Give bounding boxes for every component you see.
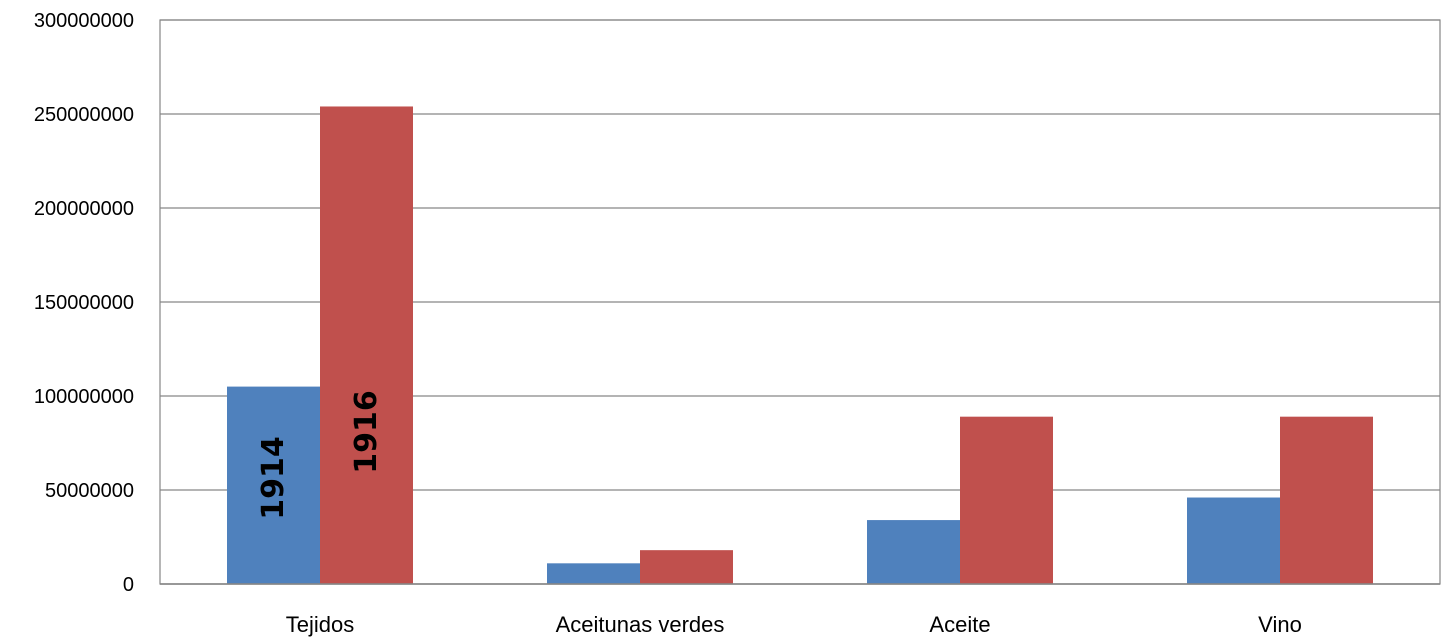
bar-1916-aceitunas-verdes xyxy=(640,550,733,584)
x-axis-category-labels: Tejidos Aceitunas verdes Aceite Vino xyxy=(286,612,1302,637)
bar-label-1914: 1914 xyxy=(256,436,291,520)
y-tick-label: 200000000 xyxy=(34,198,134,220)
y-tick-label: 100000000 xyxy=(34,386,134,408)
y-tick-label: 300000000 xyxy=(34,10,134,32)
y-tick-label: 0 xyxy=(123,574,134,596)
bar-1914-aceitunas-verdes xyxy=(547,563,640,584)
y-tick-label: 150000000 xyxy=(34,292,134,314)
bar-1916-aceite xyxy=(960,416,1053,584)
bar-1916-vino xyxy=(1280,416,1373,584)
bar-1916-tejidos xyxy=(320,106,413,584)
y-tick-label: 50000000 xyxy=(45,480,134,502)
bar-1914-vino xyxy=(1187,497,1280,584)
bars xyxy=(227,106,1373,584)
x-category-label: Vino xyxy=(1258,612,1302,637)
plot-frame xyxy=(159,19,1441,585)
x-category-label: Aceitunas verdes xyxy=(556,612,725,637)
bar-labels: 1914 1916 xyxy=(256,390,384,520)
x-category-label: Aceite xyxy=(929,612,990,637)
bar-1914-aceite xyxy=(867,520,960,584)
x-category-label: Tejidos xyxy=(286,612,354,637)
bar-1914-tejidos xyxy=(227,386,320,584)
bar-label-1916: 1916 xyxy=(349,390,384,474)
y-axis-tick-labels: 0 50000000 100000000 150000000 200000000 2500… xyxy=(34,10,134,596)
y-tick-label: 250000000 xyxy=(34,104,134,126)
